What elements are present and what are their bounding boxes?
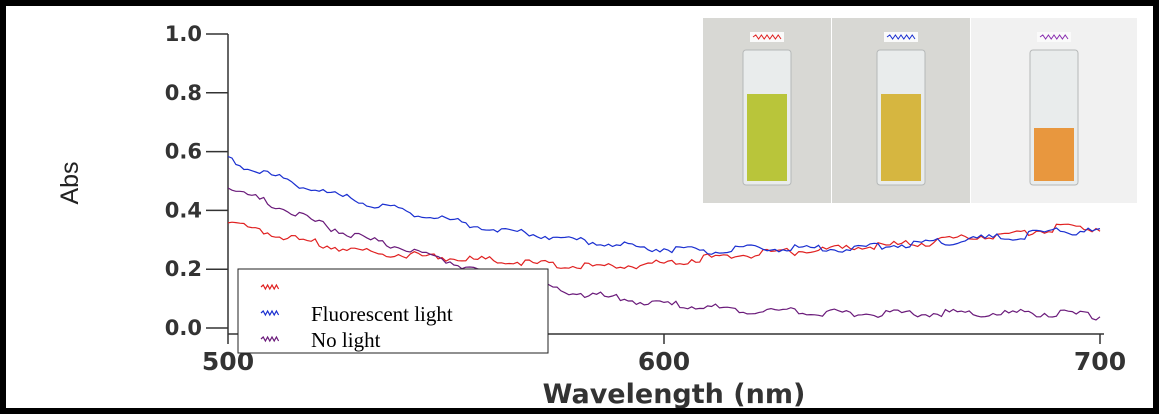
cuvette-tag-line xyxy=(886,34,916,40)
series-line-blue xyxy=(227,155,1101,255)
chart-canvas: 0.0 0.2 0.4 0.6 0.8 1.0 500 600 700 Fluorescent … xyxy=(6,6,1153,408)
legend-label: Fluorescent light xyxy=(311,302,453,326)
cuvette-photos xyxy=(703,18,1137,203)
cuvette-liquid xyxy=(1034,128,1074,181)
cuvette-photo-blue xyxy=(832,18,970,203)
legend-swatch xyxy=(260,283,280,291)
series-line-red xyxy=(227,221,1101,270)
x-tick-label: 600 xyxy=(638,347,690,376)
y-tick-label: 1.0 xyxy=(165,22,202,46)
y-tick-label: 0.0 xyxy=(165,316,202,340)
cuvette-tag xyxy=(1037,32,1071,42)
y-axis-label: Abs xyxy=(56,161,84,204)
cuvette-tag xyxy=(884,32,918,42)
cuvette-tag xyxy=(750,32,784,42)
legend-box xyxy=(237,268,549,354)
legend-entry-purple: No light xyxy=(260,328,381,352)
y-tick-label: 0.8 xyxy=(165,81,202,105)
legend-entry-blue: Fluorescent light xyxy=(260,302,453,326)
series-layer xyxy=(227,155,1101,321)
y-tick-label: 0.6 xyxy=(165,140,202,164)
cuvette-photo-purple xyxy=(971,18,1137,203)
legend-entry-red xyxy=(260,283,280,291)
legend-label: No light xyxy=(311,328,381,352)
x-tick-label: 700 xyxy=(1074,347,1126,376)
x-axis-label: Wavelength (nm) xyxy=(543,379,806,408)
legend-swatch xyxy=(260,335,280,343)
cuvette-photo-red xyxy=(703,18,831,203)
y-tick-label: 0.4 xyxy=(165,198,202,222)
legend-swatch xyxy=(260,309,280,317)
cuvette-liquid xyxy=(747,94,787,181)
series-line-purple xyxy=(227,187,1101,321)
cuvette-tag-line xyxy=(752,34,782,40)
cuvette-tag-line xyxy=(1039,34,1069,40)
cuvette-liquid xyxy=(881,94,921,181)
y-tick-label: 0.2 xyxy=(165,257,202,281)
